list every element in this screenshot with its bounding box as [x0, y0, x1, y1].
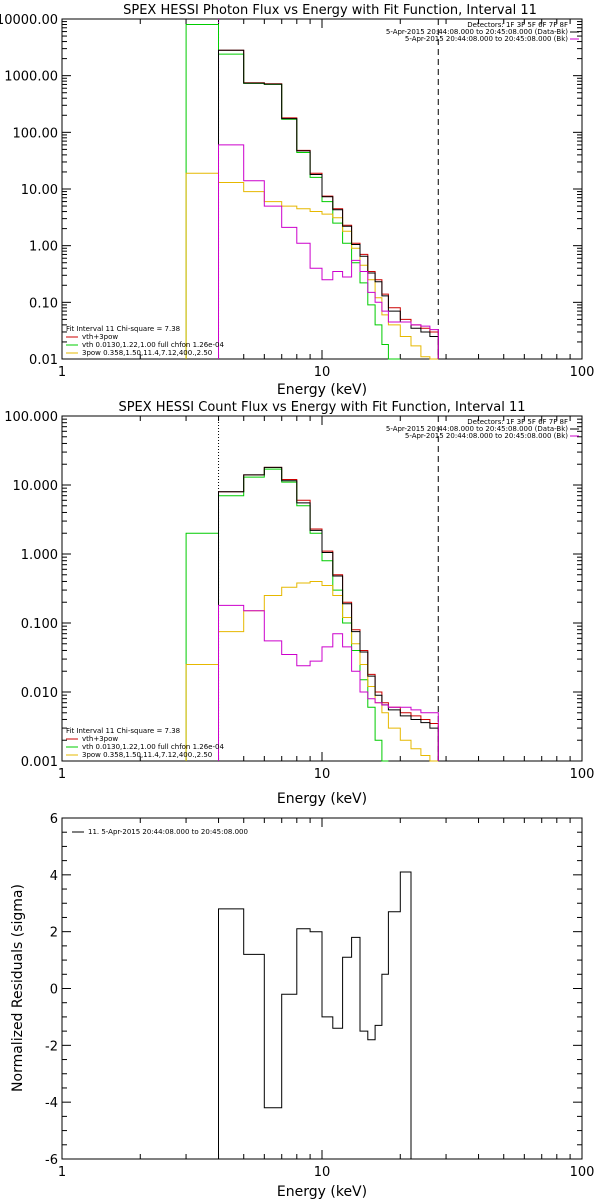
- x-tick-label: 100: [570, 767, 595, 782]
- legend-title: Fit Interval 11 Chi-square = 7.38: [66, 325, 180, 333]
- y-tick-label: 0.10: [29, 296, 58, 311]
- y-tick-label: 1.00: [29, 240, 58, 255]
- x-axis-label: Energy (keV): [277, 382, 367, 398]
- series-line: [185, 172, 439, 360]
- chart-marks: 1 10 100 -6 -4 -2 0 2 4 6 11. 5-Apr-2015 20:44:08.…: [45, 812, 594, 1180]
- header-text: 5-Apr-2015 20:44:08.000 to 20:45:08.000 …: [405, 432, 568, 440]
- y-tick-label: 0: [50, 983, 58, 998]
- y-tick-label: 1.000: [21, 548, 58, 563]
- y-tick-label: 10.000: [13, 479, 59, 494]
- x-axis-label: Energy (keV): [277, 1184, 367, 1200]
- chart-title: SPEX HESSI Photon Flux vs Energy with Fi…: [123, 3, 537, 18]
- chart-title: SPEX HESSI Count Flux vs Energy with Fit…: [118, 400, 525, 415]
- header-text: Detectors: 1F 3F 5F 6F 7F 8F: [467, 418, 568, 426]
- y-tick-label: 100.00: [13, 126, 59, 141]
- legend-label: vth 0.0130,1.22,1.00 full chfon 1.26e-04: [82, 341, 224, 349]
- x-tick-label: 10: [314, 1165, 331, 1180]
- y-tick-label: 0.01: [29, 353, 58, 368]
- y-tick-label: 10.00: [21, 183, 58, 198]
- series-line: [218, 49, 439, 359]
- series-line: [218, 49, 439, 359]
- y-tick-label: 100.000: [4, 410, 58, 425]
- y-tick-label: 10000.00: [0, 13, 58, 28]
- series-line: [185, 581, 439, 762]
- header-text: 5-Apr-2015 20:44:08.000 to 20:45:08.000 …: [386, 28, 568, 36]
- x-tick-label: 1: [58, 365, 66, 380]
- chart-marks: 1 10 100 0.001 0.010 0.100 1.000 10.000 100.000 D…: [4, 410, 594, 782]
- residuals-panel: Energy (keV) Normalized Residuals (sigma…: [10, 812, 594, 1200]
- y-axis-label: Normalized Residuals (sigma): [10, 884, 26, 1092]
- y-tick-label: 0.010: [21, 686, 58, 701]
- y-tick-label: 0.100: [21, 617, 58, 632]
- legend-label: 11. 5-Apr-2015 20:44:08.000 to 20:45:08.…: [88, 828, 248, 836]
- y-tick-label: 1000.00: [4, 70, 58, 85]
- x-tick-label: 100: [570, 365, 595, 380]
- series-line: [185, 468, 389, 762]
- header-text: 5-Apr-2015 20:44:08.000 to 20:45:08.000 …: [386, 425, 568, 433]
- y-tick-label: 2: [50, 926, 58, 941]
- header-text: Detectors: 1F 3F 5F 6F 7F 8F: [467, 21, 568, 29]
- header-text: 5-Apr-2015 20:44:08.000 to 20:45:08.000 …: [405, 35, 568, 43]
- legend-title: Fit Interval 11 Chi-square = 7.38: [66, 727, 180, 735]
- series-line: [218, 466, 439, 761]
- photon-flux-panel: SPEX HESSI Photon Flux vs Energy with Fi…: [0, 3, 594, 398]
- series-line: [218, 144, 439, 359]
- y-tick-label: -2: [45, 1039, 58, 1054]
- legend-label: 3pow 0.358,1.50,11.4,7.12,400.,2.50: [82, 349, 212, 357]
- plot-frame: [61, 415, 583, 762]
- x-tick-label: 10: [314, 365, 331, 380]
- series-line: [218, 466, 439, 761]
- legend-label: vth+3pow: [82, 333, 118, 341]
- y-tick-label: 0.001: [21, 755, 58, 770]
- y-tick-label: -6: [45, 1153, 58, 1168]
- y-tick-label: 4: [50, 869, 58, 884]
- x-tick-label: 1: [58, 767, 66, 782]
- x-axis-label: Energy (keV): [277, 791, 367, 807]
- y-tick-label: 6: [50, 812, 58, 827]
- x-tick-label: 100: [570, 1165, 595, 1180]
- legend-label: vth 0.0130,1.22,1.00 full chfon 1.26e-04: [82, 743, 224, 751]
- series-line: [218, 604, 439, 761]
- chart-marks: 1 10 100 0.01 0.10 1.00 10.00 100.00 1000.00 1000…: [0, 13, 594, 380]
- count-flux-panel: SPEX HESSI Count Flux vs Energy with Fit…: [4, 400, 594, 807]
- legend-label: vth+3pow: [82, 735, 118, 743]
- x-tick-label: 1: [58, 1165, 66, 1180]
- y-tick-label: -4: [45, 1096, 58, 1111]
- series-line: [218, 871, 412, 1159]
- x-tick-label: 10: [314, 767, 331, 782]
- legend-label: 3pow 0.358,1.50,11.4,7.12,400.,2.50: [82, 751, 212, 759]
